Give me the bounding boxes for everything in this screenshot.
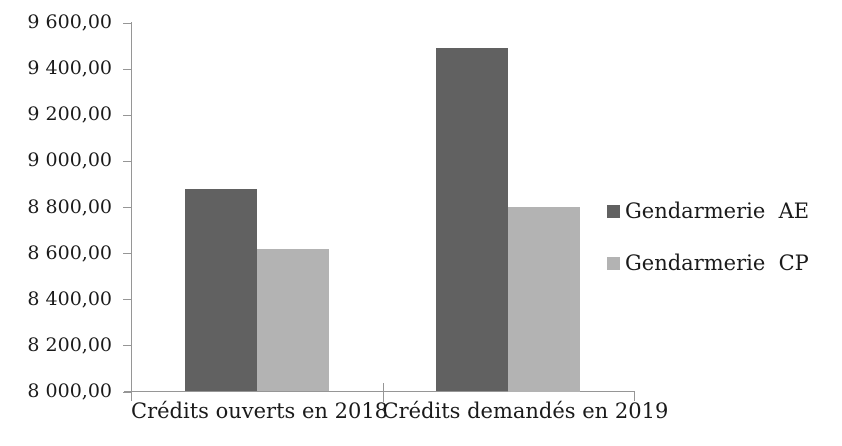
y-tick-mark	[123, 392, 131, 393]
y-tick-label: 8 000,00	[27, 380, 112, 402]
legend-label: Gendarmerie AE	[625, 199, 810, 223]
y-tick-label: 8 800,00	[27, 195, 112, 218]
y-tick-label: 8 400,00	[27, 287, 112, 310]
bar-ae-2	[436, 47, 509, 392]
legend-swatch-icon	[607, 205, 620, 218]
x-category-label: Crédits ouverts en 2018	[131, 399, 389, 423]
bar-cp-2	[508, 207, 581, 392]
y-tick-mark	[123, 299, 131, 300]
legend-swatch-icon	[607, 257, 620, 270]
x-tick-mark	[382, 383, 384, 402]
y-tick-mark	[123, 23, 131, 24]
y-tick-mark	[123, 69, 131, 70]
y-tick-label: 9 400,00	[27, 57, 112, 80]
y-tick-label: 9 600,00	[27, 11, 112, 33]
y-tick-label: 8 600,00	[27, 241, 112, 264]
x-tick-mark	[634, 391, 635, 401]
y-tick-mark	[123, 253, 131, 254]
y-tick-mark	[123, 345, 131, 346]
x-tick-mark	[131, 391, 132, 401]
y-tick-mark	[123, 161, 131, 162]
y-tick-label: 9 200,00	[27, 103, 112, 126]
bar-ae-1	[184, 188, 257, 392]
y-axis-line	[131, 22, 132, 400]
legend-item-ae: Gendarmerie AE	[607, 201, 809, 222]
x-category-label: Crédits demandés en 2019	[382, 399, 669, 423]
x-axis-line	[124, 391, 635, 392]
y-tick-label: 8 200,00	[27, 333, 112, 356]
y-tick-label: 9 000,00	[27, 149, 112, 172]
legend-label: Gendarmerie CP	[625, 251, 809, 275]
legend-item-cp: Gendarmerie CP	[607, 253, 809, 274]
bar-cp-1	[256, 248, 329, 392]
y-tick-mark	[123, 115, 131, 116]
y-tick-mark	[123, 207, 131, 208]
